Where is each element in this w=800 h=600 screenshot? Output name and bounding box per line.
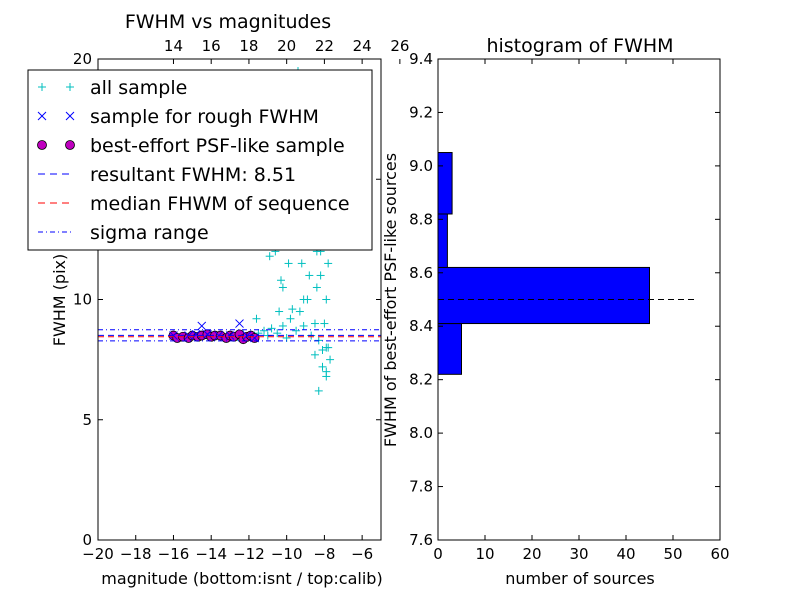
- x-tick-label: −10: [271, 545, 303, 563]
- scatter-point: [312, 283, 321, 292]
- x-tick-label: −16: [158, 545, 190, 563]
- scatter-point: [292, 326, 301, 335]
- y-tick-label: 9.0: [409, 157, 433, 175]
- legend-marker: [66, 83, 74, 91]
- scatter-title: FWHM vs magnitudes: [125, 11, 331, 33]
- scatter-point: [324, 259, 333, 268]
- y-tick-label: 0: [82, 531, 92, 549]
- x-tick-label: −6: [351, 545, 373, 563]
- scatter-point: [278, 321, 287, 330]
- scatter-point: [278, 283, 287, 292]
- scatter-point: [277, 276, 286, 285]
- legend-label: all sample: [90, 77, 187, 99]
- scatter-point: [322, 372, 331, 381]
- legend-label: best-effort PSF-like sample: [90, 135, 345, 157]
- scatter-point: [252, 314, 261, 323]
- x-tick-label: 20: [522, 545, 541, 563]
- scatter-point: [284, 259, 293, 268]
- y-tick-label: 8.6: [409, 264, 433, 282]
- y-tick-label: 20: [73, 50, 92, 68]
- scatter-point: [267, 324, 276, 333]
- scatter-point: [320, 319, 329, 328]
- top-tick-label: 20: [277, 37, 296, 55]
- x-tick-label: 60: [710, 545, 729, 563]
- histogram-panel: 0 10 20 30 40 50 60 7.6 7.8 8.0 8.2 8.4 8.6 8.8 9.0 9.2…: [381, 35, 730, 588]
- x-tick-label: 0: [433, 545, 443, 563]
- top-tick-label: 26: [390, 37, 409, 55]
- top-tick-label: 18: [239, 37, 258, 55]
- y-tick-label: 5: [82, 411, 92, 429]
- legend-label: sample for rough FWHM: [90, 106, 319, 128]
- scatter-point: [288, 305, 297, 314]
- scatter-x-label: magnitude (bottom:isnt / top:calib): [101, 569, 382, 588]
- scatter-point: [242, 331, 252, 340]
- x-tick-label: −8: [313, 545, 335, 563]
- scatter-point: [275, 307, 284, 316]
- x-tick-label: 40: [616, 545, 635, 563]
- y-tick-label: 8.0: [409, 424, 433, 442]
- histogram-bar: [437, 323, 462, 375]
- scatter-point: [197, 321, 207, 331]
- y-tick-label: 8.2: [409, 371, 433, 389]
- legend-box: [27, 69, 373, 251]
- x-tick-label: −14: [195, 545, 227, 563]
- scatter-panel: −20−18−16−14−12−10−8−6051015201416182022…: [27, 11, 409, 588]
- scatter-point: [297, 259, 306, 268]
- legend-marker: [65, 111, 75, 121]
- y-tick-label: 8.4: [409, 317, 433, 335]
- x-tick-label: −12: [233, 545, 265, 563]
- scatter-point: [305, 271, 314, 280]
- legend-marker: [65, 140, 75, 150]
- top-tick-label: 22: [315, 37, 334, 55]
- scatter-point: [235, 319, 244, 328]
- scatter-point: [324, 343, 333, 352]
- scatter-point: [273, 329, 282, 338]
- legend: all sample sample for rough FWHM best-effo…: [27, 69, 373, 251]
- scatter-point: [322, 295, 331, 304]
- histogram-title: histogram of FWHM: [486, 35, 673, 57]
- y-tick-label: 9.4: [409, 50, 433, 68]
- legend-marker: [37, 140, 47, 150]
- scatter-point: [310, 350, 319, 359]
- histogram-y-label: FWHM of best-effort PSF-like sources: [381, 153, 400, 447]
- x-tick-label: 10: [475, 545, 494, 563]
- scatter-point: [305, 43, 313, 51]
- y-tick-label: 7.8: [409, 478, 433, 496]
- scatter-point: [316, 271, 325, 280]
- histogram-bar: [437, 152, 453, 215]
- y-tick-label: 8.8: [409, 210, 433, 228]
- y-tick-label: 10: [73, 291, 92, 309]
- scatter-point: [299, 295, 308, 304]
- legend-label: resultant FWHM: 8.51: [90, 164, 296, 186]
- scatter-point: [286, 314, 295, 323]
- scatter-point: [310, 319, 319, 328]
- histogram-x-label: number of sources: [505, 569, 655, 588]
- legend-label: sigma range: [90, 222, 209, 244]
- histogram-bar: [437, 213, 448, 268]
- histogram-bar: [437, 266, 650, 325]
- y-tick-label: 7.6: [409, 531, 433, 549]
- top-tick-label: 16: [202, 37, 221, 55]
- top-tick-label: 24: [353, 37, 372, 55]
- histogram-axes: 0 10 20 30 40 50 60 7.6 7.8 8.0 8.2 8.4 8.6 8.8 9.0 9.2…: [409, 50, 729, 563]
- scatter-point: [326, 355, 335, 364]
- scatter-point: [260, 326, 269, 335]
- x-tick-label: 50: [663, 545, 682, 563]
- scatter-point: [265, 252, 274, 261]
- top-tick-label: 14: [164, 37, 183, 55]
- y-tick-label: 9.2: [409, 103, 433, 121]
- legend-marker: [38, 83, 46, 91]
- legend-label: median FHWM of sequence: [90, 193, 350, 215]
- x-tick-label: −20: [82, 545, 114, 563]
- scatter-point: [299, 321, 308, 330]
- legend-marker: [37, 111, 47, 121]
- x-tick-label: 30: [569, 545, 588, 563]
- scatter-y-label: FWHM (pix): [50, 254, 69, 347]
- scatter-point: [314, 386, 323, 395]
- x-tick-label: −18: [120, 545, 152, 563]
- scatter-point: [318, 362, 327, 371]
- scatter-point: [295, 307, 304, 316]
